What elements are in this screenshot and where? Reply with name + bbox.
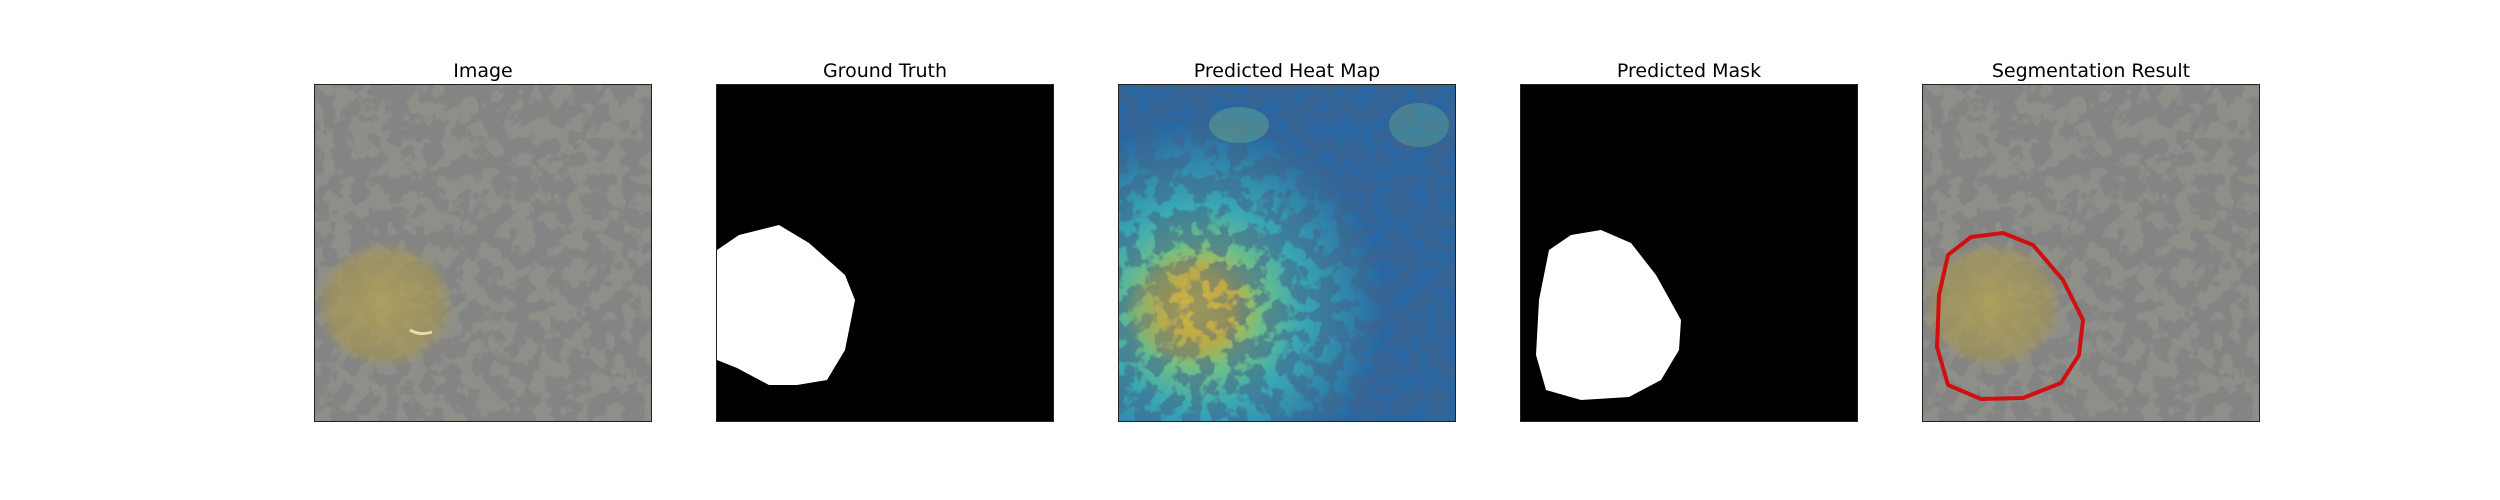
ground-truth-region [717, 225, 855, 385]
segmentation-contour [1935, 231, 2085, 401]
heatmap-frame [1118, 84, 1456, 422]
ground-truth-mask [717, 85, 1053, 421]
result-frame [1922, 84, 2260, 422]
ground-truth-frame [716, 84, 1054, 422]
panel-title: Segmentation Result [1991, 60, 2191, 82]
image-frame [314, 84, 652, 422]
panel-title: Image [453, 60, 513, 82]
mask-frame [1520, 84, 1858, 422]
predicted-mask [1521, 85, 1857, 421]
input-image [315, 85, 651, 421]
panel-title: Predicted Mask [1616, 60, 1762, 82]
predicted-region [1536, 230, 1681, 400]
panel-title: Predicted Heat Map [1193, 60, 1381, 82]
segmentation-result-image [1923, 85, 2259, 421]
heatmap-image [1119, 85, 1455, 421]
panel-title: Ground Truth [822, 60, 948, 82]
defect-stain [315, 241, 455, 369]
